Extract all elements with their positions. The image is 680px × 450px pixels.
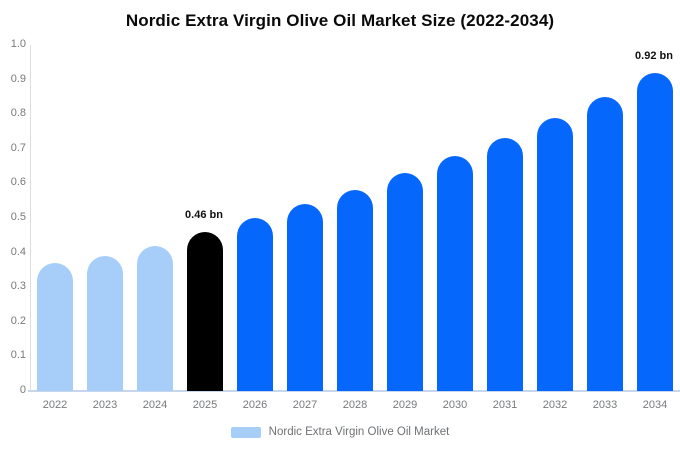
bar-2027[interactable]	[287, 204, 323, 391]
x-axis-label-2033: 2033	[592, 399, 618, 411]
x-axis-label-2027: 2027	[292, 399, 318, 411]
bar-2031[interactable]	[487, 138, 523, 391]
bar-2023[interactable]	[87, 256, 123, 391]
y-axis-tick-label: 0.8	[10, 107, 26, 120]
legend-swatch-icon	[230, 426, 261, 438]
x-axis-line	[28, 390, 680, 392]
y-axis-tick-label: 0.2	[10, 314, 26, 327]
x-axis-label-2022: 2022	[42, 399, 68, 411]
bar-2032[interactable]	[537, 117, 573, 391]
x-axis-label-2029: 2029	[392, 399, 418, 411]
chart-legend[interactable]: Nordic Extra Virgin Olive Oil Market	[0, 426, 680, 438]
y-axis-line	[30, 45, 31, 391]
bar-2025[interactable]	[187, 231, 223, 391]
y-axis-tick-label: 0.7	[10, 141, 26, 154]
chart-title: Nordic Extra Virgin Olive Oil Market Siz…	[125, 11, 555, 30]
y-axis-tick-label: 0.6	[10, 176, 26, 189]
x-axis-label-2030: 2030	[442, 399, 468, 411]
y-axis-tick-label: 0.3	[10, 280, 26, 293]
bar-2028[interactable]	[337, 190, 373, 391]
y-axis-tick-label: 0.9	[10, 72, 26, 85]
x-axis-label-2025: 2025	[192, 399, 218, 411]
y-axis-tick-label: 0.1	[10, 349, 26, 362]
x-axis-label-2034: 2034	[642, 399, 668, 411]
x-axis-label-2024: 2024	[142, 399, 168, 411]
bar-value-label-2034: 0.92 bn	[635, 49, 673, 62]
bar-2029[interactable]	[387, 173, 423, 391]
x-axis-label-2032: 2032	[542, 399, 568, 411]
x-axis-label-2026: 2026	[242, 399, 268, 411]
y-axis-tick-label: 0.5	[10, 211, 26, 223]
bar-2026[interactable]	[237, 218, 273, 391]
y-axis-tick-label: 0.4	[10, 245, 26, 258]
bar-2022[interactable]	[37, 262, 73, 391]
x-axis-label-2023: 2023	[92, 399, 118, 411]
bar-2033[interactable]	[587, 96, 623, 391]
x-axis-label-2028: 2028	[342, 399, 368, 411]
y-axis-tick-label: 1.0	[10, 38, 26, 50]
bar-value-label-2025: 0.46 bn	[185, 208, 223, 221]
bar-2030[interactable]	[437, 155, 473, 391]
x-axis-label-2031: 2031	[492, 399, 518, 411]
legend-label: Nordic Extra Virgin Olive Oil Market	[268, 426, 450, 438]
bar-2034[interactable]	[637, 72, 673, 391]
y-axis-tick-label: 0	[19, 384, 26, 396]
bar-2024[interactable]	[137, 245, 173, 391]
